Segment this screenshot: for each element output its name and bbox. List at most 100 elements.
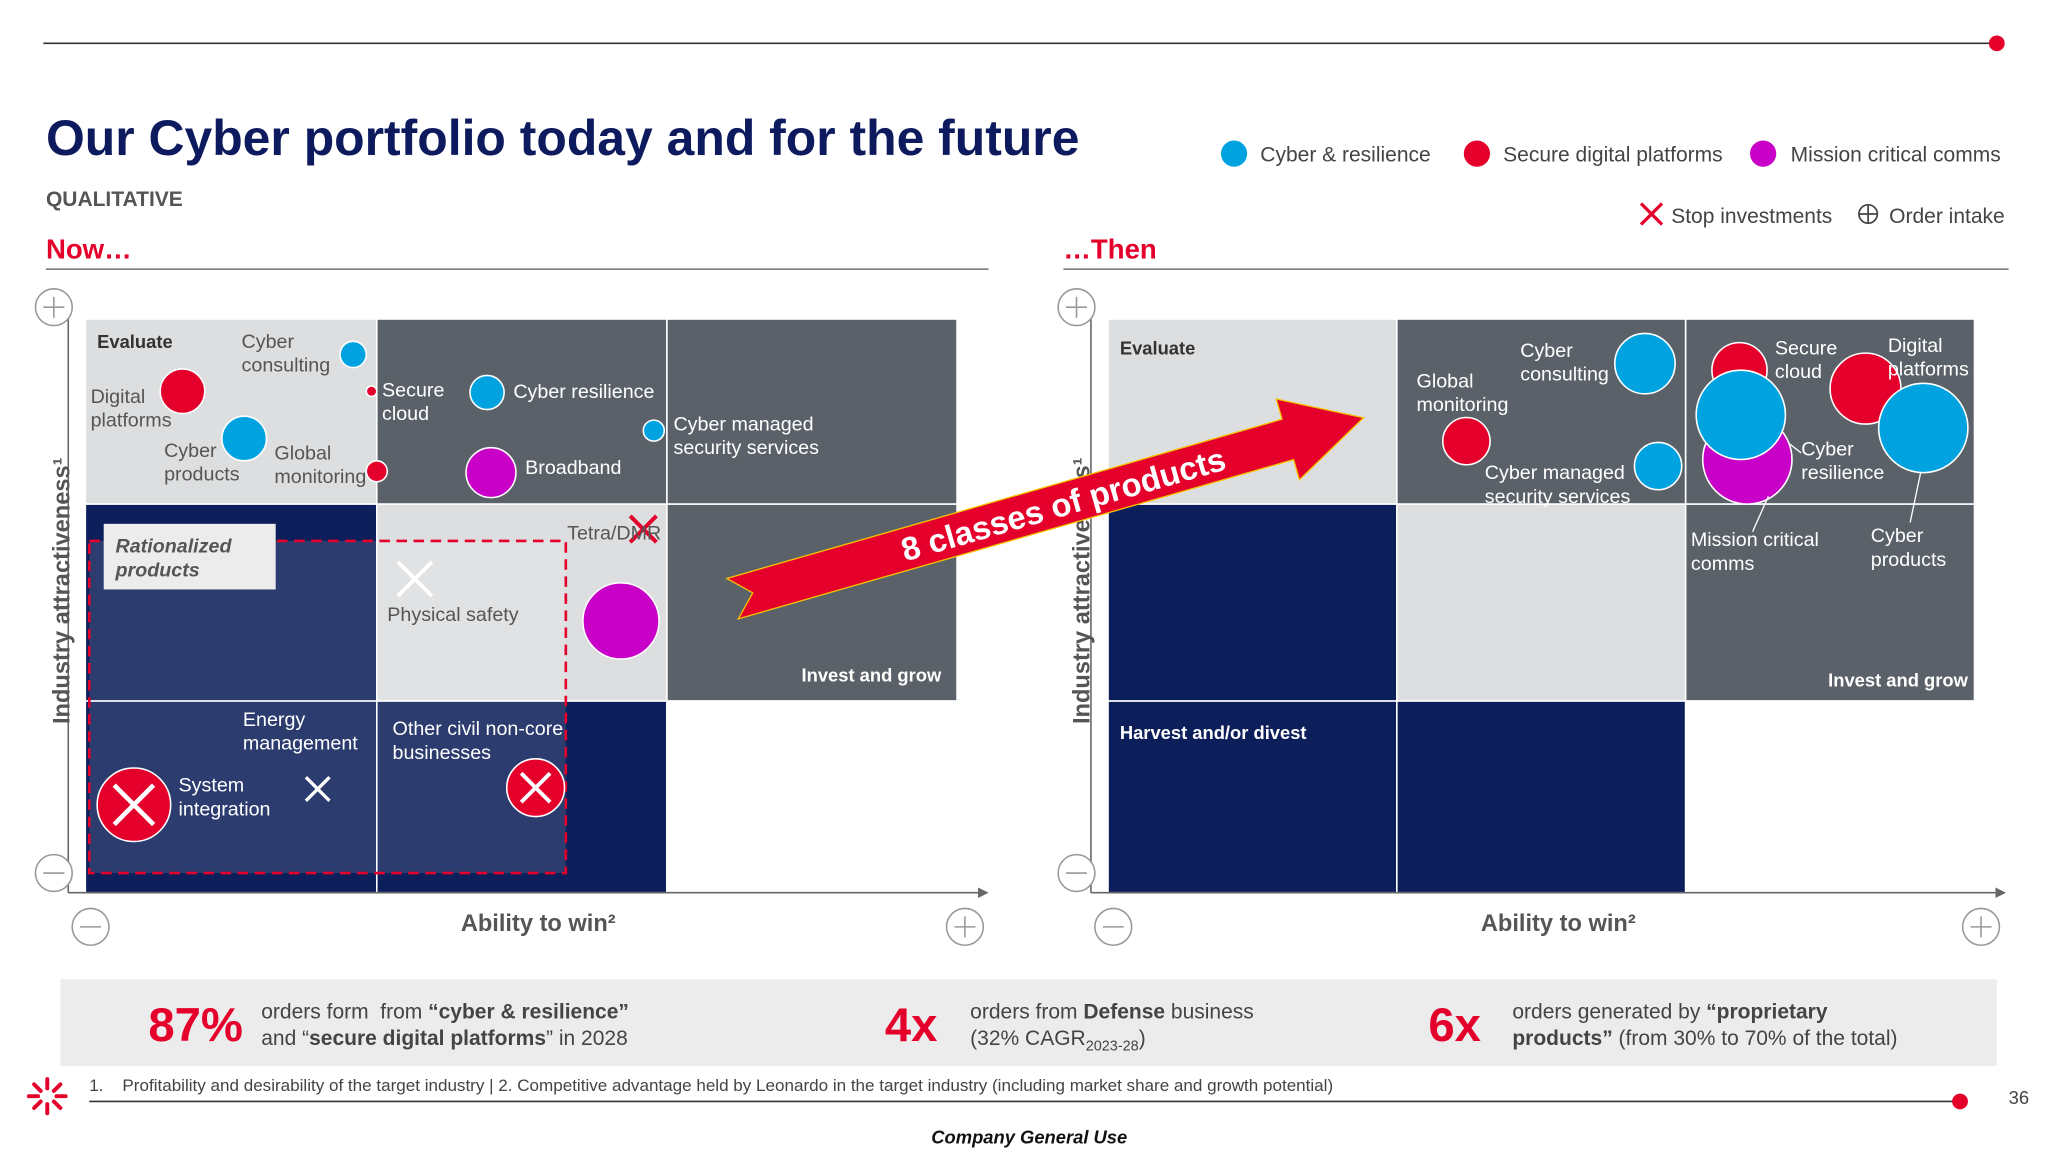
matrix-label: Mission critical comms xyxy=(1691,529,1819,575)
logo xyxy=(26,1077,68,1116)
stat-text: orders form from “cyber & resilience” xyxy=(261,1001,629,1024)
stat-text: orders from Defense business xyxy=(970,1001,1254,1024)
stat-text: and “secure digital platforms” in 2028 xyxy=(261,1027,628,1050)
stat-segment: products” xyxy=(1512,1027,1612,1050)
matrix-label: Global monitoring xyxy=(274,442,366,488)
bubble xyxy=(1613,332,1676,395)
rule-dot xyxy=(1952,1093,1968,1110)
x-axis-label: Ability to win² xyxy=(461,911,616,937)
stat-segment: orders from xyxy=(970,1001,1083,1024)
matrix-cell xyxy=(1396,503,1687,702)
bubble xyxy=(465,446,517,499)
bubble xyxy=(642,419,666,442)
bubble xyxy=(365,385,378,398)
stat-value: 6x xyxy=(1428,999,1481,1052)
legend-label: Order intake xyxy=(1889,205,2005,228)
stop-mark xyxy=(628,514,658,544)
stop-mark xyxy=(112,783,156,827)
x-axis-label: Ability to win² xyxy=(1481,911,1636,937)
subtitle: QUALITATIVE xyxy=(46,188,183,211)
axis-end-icon xyxy=(43,296,65,318)
stat-value: 87% xyxy=(148,999,243,1052)
matrix-label: Digital platforms xyxy=(1888,335,1969,381)
legend-swatch xyxy=(1463,140,1491,167)
rationalized-tag xyxy=(103,523,276,590)
matrix-label: Physical safety xyxy=(387,604,518,626)
matrix-cell xyxy=(666,700,958,894)
matrix-label: Cyber resilience xyxy=(1801,439,1884,485)
matrix-label: Invest and grow xyxy=(802,664,942,685)
bubble xyxy=(1633,441,1683,491)
axis-end-icon xyxy=(1066,296,1088,318)
legend-label: Cyber & resilience xyxy=(1260,143,1430,166)
stat-segment: (from 30% to 70% of the total) xyxy=(1613,1027,1898,1050)
matrix-label: Cyber resilience xyxy=(513,381,654,403)
matrix-label: Secure cloud xyxy=(1775,337,1837,383)
arrow-shape xyxy=(725,398,1365,620)
matrix-label: Cyber products xyxy=(164,440,240,486)
matrix-cell xyxy=(84,318,378,505)
matrix-cell xyxy=(375,318,668,505)
stop-mark xyxy=(304,776,331,802)
stat-segment: orders form from xyxy=(261,1001,428,1024)
matrix-cell xyxy=(1684,503,1976,702)
matrix-label: Cyber managed security services xyxy=(673,414,819,460)
legend-swatch xyxy=(1220,140,1248,167)
footnote: 1. Profitability and desirability of the… xyxy=(89,1076,1333,1095)
panel-heading: Now… xyxy=(46,234,132,265)
y-axis-label: Industry attractiveness¹ xyxy=(50,457,76,724)
stat-segment: orders generated by xyxy=(1512,1001,1706,1024)
stat-segment: ” in 2028 xyxy=(546,1027,628,1050)
stat-segment: “proprietary xyxy=(1706,1001,1828,1024)
stat-text: products” (from 30% to 70% of the total) xyxy=(1512,1027,1897,1050)
title: Our Cyber portfolio today and for the fu… xyxy=(46,110,1080,166)
matrix-label: Harvest and/or divest xyxy=(1120,722,1307,743)
matrix-label: Broadband xyxy=(525,457,621,479)
stat-segment: business xyxy=(1165,1001,1254,1024)
stats-band xyxy=(60,979,1997,1067)
matrix-label: Evaluate xyxy=(97,331,173,352)
stat-text: orders generated by “proprietary xyxy=(1512,1001,1827,1024)
axis-end-icon xyxy=(954,916,976,938)
order-icon xyxy=(1858,204,1878,224)
matrix-label: Rationalized products xyxy=(115,536,233,582)
bubble xyxy=(365,460,389,483)
matrix-label: Digital platforms xyxy=(91,386,172,432)
bubble xyxy=(221,415,268,462)
axis-line xyxy=(67,309,984,894)
matrix-label: Energy management xyxy=(243,709,358,755)
axis-arrow xyxy=(1995,887,2006,898)
leader-line xyxy=(1752,443,1922,532)
stat-segment: Defense xyxy=(1083,1001,1165,1024)
stat-segment: ) xyxy=(1139,1027,1146,1050)
matrix-label: Global monitoring xyxy=(1417,370,1509,416)
stop-mark xyxy=(519,771,552,804)
bubble xyxy=(159,368,206,415)
matrix-label: Cyber consulting xyxy=(242,331,331,377)
matrix-cell xyxy=(1396,700,1687,894)
matrix-label: System integration xyxy=(179,775,271,821)
classification: Company General Use xyxy=(931,1126,1127,1147)
axis-arrow xyxy=(978,887,989,898)
bubble xyxy=(582,582,660,660)
matrix-cell xyxy=(1107,700,1398,894)
legend-label: Secure digital platforms xyxy=(1503,143,1722,166)
stop-mark xyxy=(396,560,434,598)
legend-label: Stop investments xyxy=(1671,205,1832,228)
stop-icon xyxy=(1639,202,1664,226)
matrix-cell xyxy=(1107,503,1398,702)
panel-heading: …Then xyxy=(1063,234,1156,265)
stat-segment: and “ xyxy=(261,1027,309,1050)
stat-segment: 2023-28 xyxy=(1086,1038,1139,1054)
matrix-cell xyxy=(1684,700,1976,894)
page-number: 36 xyxy=(2009,1087,2029,1108)
legend-swatch xyxy=(1749,140,1777,167)
stat-segment: secure digital platforms xyxy=(309,1027,546,1050)
bubble xyxy=(339,340,368,369)
stat-segment: “cyber & resilience” xyxy=(428,1001,629,1024)
matrix-cell xyxy=(666,318,958,505)
matrix-label: Tetra/DMR xyxy=(567,523,661,545)
matrix-label: Evaluate xyxy=(1120,337,1196,358)
matrix-label: Invest and grow xyxy=(1828,670,1968,691)
